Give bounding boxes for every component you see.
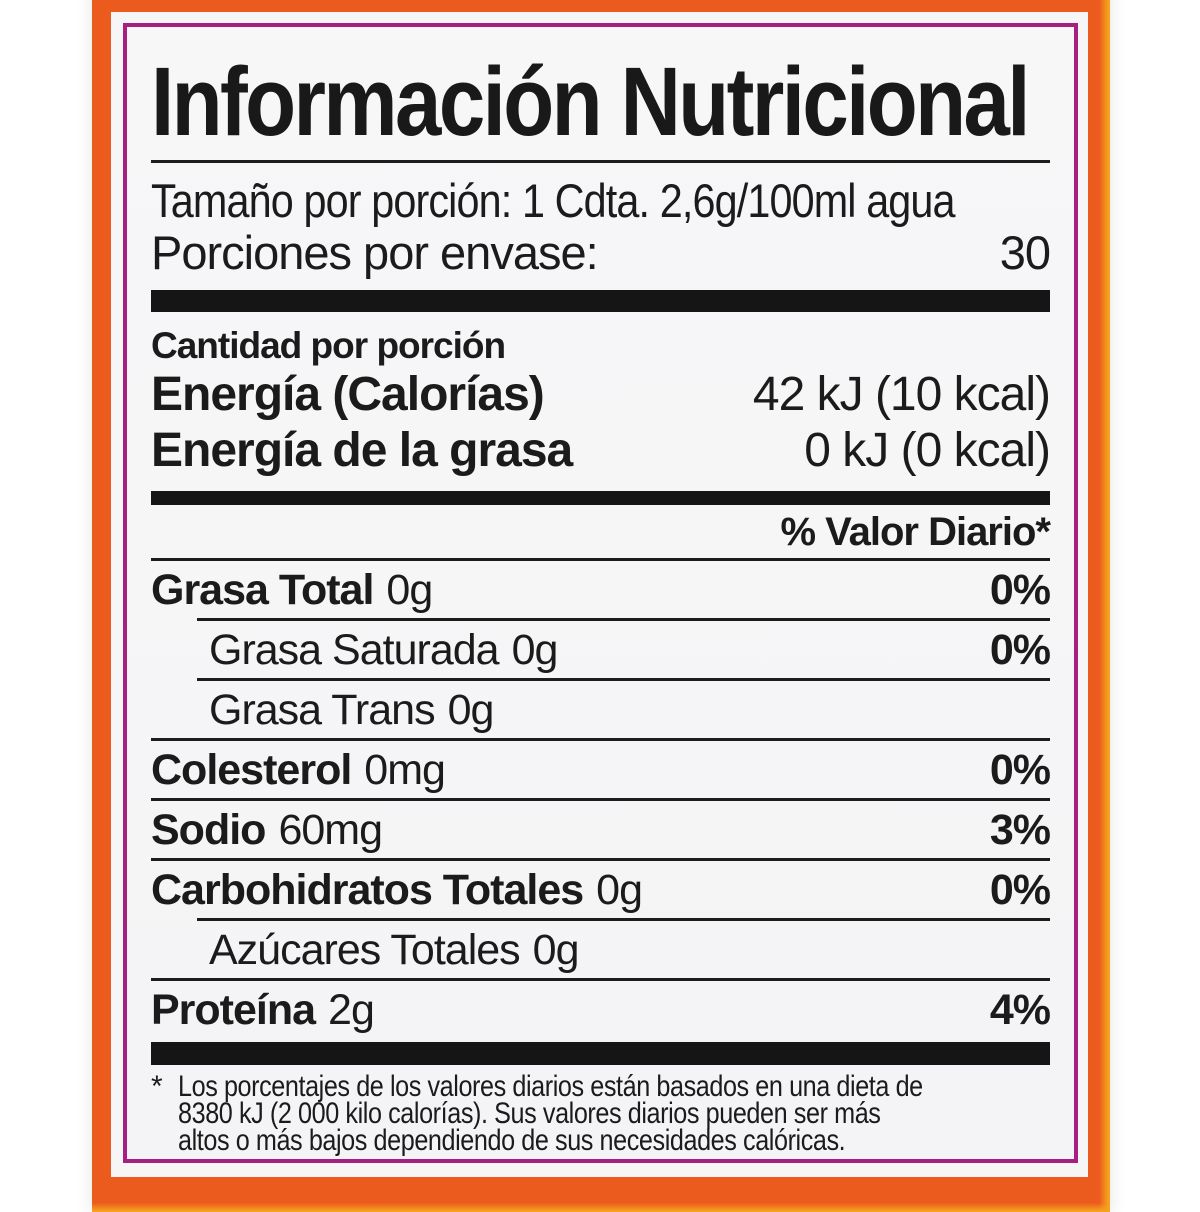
nutrient-row-grasa-trans: Grasa Trans 0g xyxy=(151,681,1050,738)
nutrient-label-group: Sodio 60mg xyxy=(151,806,383,854)
label-outer-edge-bottom xyxy=(92,1203,1110,1212)
energy-fat-value: 0 kJ (0 kcal) xyxy=(804,424,1051,477)
nutrient-label-group: Colesterol 0mg xyxy=(151,746,446,794)
nutrient-amount: 0g xyxy=(386,566,433,614)
nutrient-row-sodio: Sodio 60mg 3% xyxy=(151,801,1051,858)
nutrient-dv: 4% xyxy=(989,986,1051,1034)
label-mat: Información Nutricional Tamaño por porci… xyxy=(111,12,1088,1177)
nutrient-amount: 60mg xyxy=(278,806,383,854)
footnote-text: Los porcentajes de los valores diarios e… xyxy=(178,1070,923,1157)
nutrient-row-grasa-total: Grasa Total 0g 0% xyxy=(151,561,1051,618)
nutrient-row-carbohidratos: Carbohidratos Totales 0g 0% xyxy=(151,861,1051,918)
nutrient-row-proteina: Proteína 2g 4% xyxy=(151,981,1051,1038)
section-bar-middle xyxy=(151,491,1050,505)
servings-per-container-row: Porciones por envase: 30 xyxy=(151,226,1051,279)
footnote: * Los porcentajes de los valores diarios… xyxy=(151,1070,1050,1157)
page-title: Información Nutricional xyxy=(151,47,1030,156)
footnote-marker: * xyxy=(151,1070,163,1103)
row-separator xyxy=(197,678,1050,681)
energy-fat-label: Energía de la grasa xyxy=(151,424,573,477)
nutrient-label: Azúcares Totales xyxy=(209,926,521,974)
nutrient-label-group: Grasa Total 0g xyxy=(151,566,433,614)
nutrient-label: Grasa Saturada xyxy=(209,626,500,674)
nutrient-label: Proteína xyxy=(151,986,316,1034)
nutrient-amount: 0g xyxy=(511,626,559,674)
daily-value-header: % Valor Diario* xyxy=(780,510,1051,554)
label-content: Información Nutricional Tamaño por porci… xyxy=(127,27,1074,1159)
row-separator xyxy=(197,618,1050,621)
nutrient-amount: 0g xyxy=(596,866,643,914)
nutrient-label-group: Carbohidratos Totales 0g xyxy=(151,866,643,914)
nutrient-label-group: Grasa Saturada 0g xyxy=(209,626,559,674)
energy-calories-row: Energía (Calorías) 42 kJ (10 kcal) xyxy=(151,367,1051,423)
nutrient-label: Sodio xyxy=(151,806,266,854)
magenta-frame: Información Nutricional Tamaño por porci… xyxy=(123,23,1078,1163)
nutrient-label-group: Proteína 2g xyxy=(151,986,375,1034)
amount-per-serving-label: Cantidad por porción xyxy=(151,325,506,366)
nutrient-row-colesterol: Colesterol 0mg 0% xyxy=(151,741,1051,798)
nutrient-label: Carbohidratos Totales xyxy=(151,866,584,914)
energy-calories-value: 42 kJ (10 kcal) xyxy=(752,368,1051,421)
nutrient-amount: 2g xyxy=(328,986,375,1034)
nutrient-dv: 3% xyxy=(989,806,1051,854)
nutrient-dv: 0% xyxy=(989,866,1051,914)
nutrient-dv: 0% xyxy=(989,746,1051,794)
label-outer-edge-right xyxy=(1099,0,1110,1212)
row-separator xyxy=(151,798,1050,801)
nutrient-row-azucares: Azúcares Totales 0g xyxy=(151,921,1050,978)
row-separator xyxy=(151,978,1050,981)
servings-per-container-label: Porciones por envase: xyxy=(151,226,599,279)
nutrient-label-group: Azúcares Totales 0g xyxy=(209,926,580,974)
energy-fat-row: Energía de la grasa 0 kJ (0 kcal) xyxy=(151,423,1051,479)
servings-per-container-value: 30 xyxy=(999,226,1051,279)
nutrient-dv: 0% xyxy=(989,626,1051,674)
section-bar-bottom xyxy=(151,1042,1050,1065)
energy-calories-label: Energía (Calorías) xyxy=(151,368,545,421)
nutrient-row-grasa-saturada: Grasa Saturada 0g 0% xyxy=(151,621,1051,678)
nutrient-amount: 0mg xyxy=(364,746,446,794)
nutrient-dv: 0% xyxy=(989,566,1051,614)
row-separator xyxy=(151,858,1050,861)
serving-size-line: Tamaño por porción: 1 Cdta. 2,6g/100ml a… xyxy=(151,174,956,227)
row-separator xyxy=(151,558,1050,561)
nutrition-label: Información Nutricional Tamaño por porci… xyxy=(92,0,1110,1212)
nutrient-amount: 0g xyxy=(447,686,495,734)
row-separator xyxy=(151,738,1050,741)
nutrient-label: Colesterol xyxy=(151,746,352,794)
nutrient-label: Grasa Trans xyxy=(209,686,436,734)
nutrient-amount: 0g xyxy=(532,926,580,974)
title-divider xyxy=(151,160,1050,163)
row-separator xyxy=(197,918,1050,921)
nutrient-label-group: Grasa Trans 0g xyxy=(209,686,495,734)
section-bar-top xyxy=(151,290,1050,312)
nutrient-label: Grasa Total xyxy=(151,566,374,614)
